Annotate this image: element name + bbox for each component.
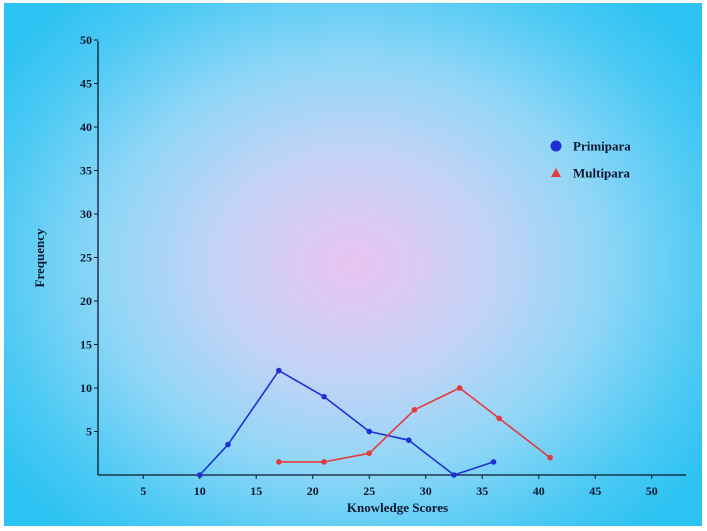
data-point-primipara — [225, 441, 231, 448]
data-point-primipara — [490, 459, 497, 465]
data-point-multipara — [276, 459, 282, 465]
x-tick-label: 40 — [533, 484, 545, 498]
y-tick-label: 35 — [80, 164, 92, 178]
data-point-multipara — [496, 415, 503, 422]
data-point-multipara — [411, 406, 418, 413]
data-point-primipara — [366, 428, 373, 435]
legend: Primipara Multipara — [550, 139, 631, 181]
data-point-primipara — [196, 472, 203, 478]
y-tick-label: 50 — [80, 33, 92, 47]
x-tick-label: 45 — [589, 484, 601, 498]
x-tick-label: 20 — [307, 484, 319, 498]
data-point-primipara — [321, 393, 327, 400]
chart-background: 5 10 15 20 25 30 35 40 45 50 5 10 15 20 25 30 35 40 45 50 … — [4, 3, 702, 526]
legend-label-primipara: Primipara — [573, 139, 631, 154]
data-point-multipara — [321, 459, 327, 465]
y-tick-label: 40 — [80, 120, 92, 134]
x-tick-labels: 5 10 15 20 25 30 35 40 45 50 — [140, 475, 658, 498]
y-tick-label: 15 — [80, 338, 92, 352]
legend-marker-multipara — [551, 168, 561, 177]
data-point-primipara — [276, 367, 282, 374]
axes — [97, 41, 686, 476]
x-tick-label: 10 — [194, 484, 206, 498]
data-point-primipara — [451, 472, 457, 478]
series-layer — [196, 367, 553, 478]
x-tick-label: 25 — [363, 484, 375, 498]
series-line-primipara — [199, 369, 494, 476]
data-point-multipara — [547, 454, 553, 461]
y-tick-labels: 5 10 15 20 25 30 35 40 45 50 — [80, 33, 98, 439]
x-tick-label: 50 — [646, 484, 658, 498]
data-point-multipara — [456, 385, 463, 391]
series-primipara — [196, 367, 497, 478]
y-axis-title: Frequency — [32, 228, 47, 287]
x-tick-label: 35 — [476, 484, 488, 498]
y-tick-label: 10 — [80, 381, 92, 395]
data-point-multipara — [366, 450, 373, 457]
series-line-multipara — [278, 387, 551, 463]
x-axis-title: Knowledge Scores — [347, 500, 448, 515]
x-tick-label: 5 — [140, 484, 146, 498]
series-multipara — [276, 385, 553, 465]
data-point-primipara — [406, 437, 412, 444]
legend-label-multipara: Multipara — [573, 166, 631, 181]
y-tick-label: 30 — [80, 207, 92, 221]
y-tick-label: 5 — [86, 425, 92, 439]
x-tick-label: 15 — [250, 484, 262, 498]
legend-marker-primipara — [550, 140, 562, 152]
y-tick-label: 20 — [80, 294, 92, 308]
y-tick-label: 25 — [80, 251, 92, 265]
x-tick-label: 30 — [420, 484, 432, 498]
y-tick-label: 45 — [80, 77, 92, 91]
